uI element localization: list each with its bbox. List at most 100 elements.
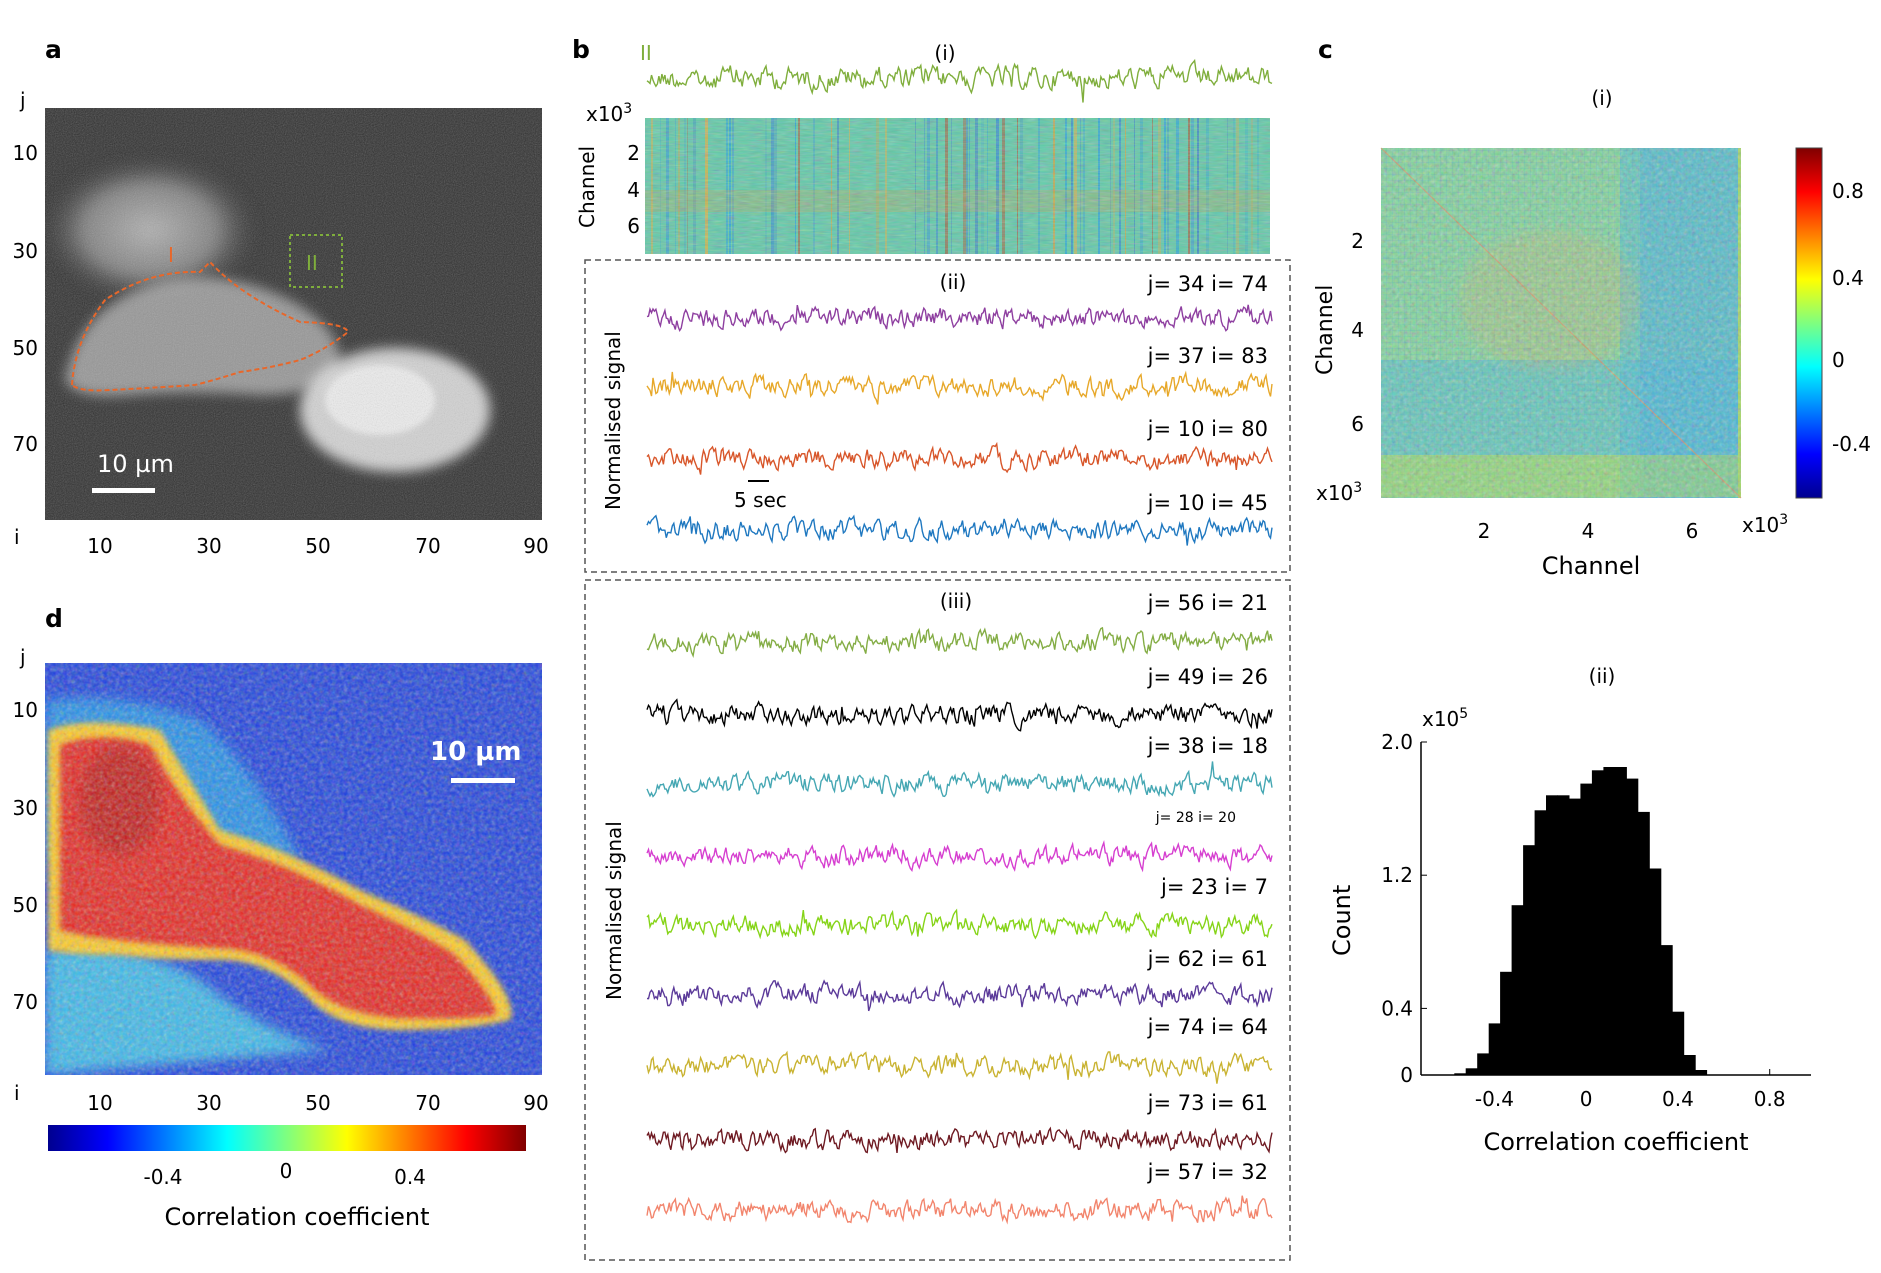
axis-label-i: i	[14, 525, 20, 549]
hist-bar	[1580, 783, 1593, 1075]
trace-iii-7	[646, 1126, 1273, 1154]
trace-iii-label-7: j= 73 i= 61	[1147, 1091, 1268, 1115]
box-iii	[584, 579, 1291, 1261]
hist-bar	[1695, 1070, 1708, 1075]
hist-ytick-label: 2.0	[1381, 730, 1413, 754]
trace-iii-3	[646, 839, 1273, 873]
panel-label-b: b	[572, 35, 590, 64]
trace-ii-1	[646, 370, 1273, 405]
trace-iii-label-3: j= 28 i= 20	[1155, 810, 1236, 826]
trace-iii-5	[646, 979, 1273, 1012]
hist-bar	[1660, 945, 1673, 1075]
hist-multiplier: x105	[1422, 706, 1468, 731]
roi-II-trace	[646, 58, 1273, 103]
panel-d-xticks: 10 30 50 70 90	[87, 1091, 548, 1115]
d-axis-label-i: i	[14, 1081, 20, 1105]
heatmap-ytick-4: 4	[627, 178, 640, 202]
trace-iii-8	[646, 1195, 1273, 1225]
c-xtick-6: 6	[1686, 519, 1699, 543]
trace-iii-2	[646, 761, 1273, 798]
trace-iii-label-8: j= 57 i= 32	[1147, 1160, 1268, 1184]
a-xtick-90: 90	[523, 534, 548, 558]
c-ytick-6: 6	[1351, 412, 1364, 436]
trace-iii-label-1: j= 49 i= 26	[1147, 665, 1268, 689]
trace-iii-label-5: j= 62 i= 61	[1147, 947, 1268, 971]
hist-bar	[1683, 1055, 1696, 1075]
ylabel-iii: Normalised signal	[602, 821, 626, 1000]
c-xtick-4: 4	[1582, 519, 1595, 543]
b-sub-i: (i)	[934, 41, 955, 65]
d-xtick-30: 30	[196, 1091, 221, 1115]
hist-xtick-label: 0	[1580, 1087, 1593, 1111]
d-xtick-10: 10	[87, 1091, 112, 1115]
c-colorbar-tick--0.4: -0.4	[1832, 432, 1871, 456]
d-colorbar-ticks: -0.4 0 0.4	[143, 1159, 425, 1189]
panel-label-d: d	[45, 604, 63, 633]
trace-ii-label-1: j= 37 i= 83	[1147, 344, 1268, 368]
trace-iii-6	[646, 1050, 1273, 1084]
trace-iii-4	[646, 908, 1273, 940]
hist-bar	[1569, 798, 1581, 1075]
c-sub-ii: (ii)	[1589, 664, 1616, 688]
trace-ii-0	[646, 304, 1273, 333]
traces-ii: j= 34 i= 74 j= 37 i= 83 j= 10 i= 80 j= 10 i…	[646, 272, 1273, 546]
c-colorbar-tick-0.4: 0.4	[1832, 266, 1864, 290]
a-ytick-30: 30	[13, 239, 38, 263]
trace-ii-label-0: j= 34 i= 74	[1147, 272, 1268, 296]
c-ylabel: Channel	[1313, 285, 1338, 375]
d-colorbar-tick-0: 0	[280, 1159, 293, 1183]
a-xtick-50: 50	[305, 534, 330, 558]
hist-bar	[1523, 845, 1536, 1075]
d-colorbar-tick--0.4: -0.4	[143, 1165, 182, 1189]
hist-bar	[1454, 1073, 1467, 1075]
c-xtick-2: 2	[1478, 519, 1491, 543]
c-ytick-4: 4	[1351, 318, 1364, 342]
roi-II-label: II	[306, 251, 318, 275]
a-ytick-10: 10	[13, 141, 38, 165]
d-colorbar-tick-0.4: 0.4	[394, 1165, 426, 1189]
histogram: -0.4 0 0.4 0.8 0 0.4 1.2 2.0 Correlation coeffic…	[1328, 730, 1811, 1156]
hist-bar	[1465, 1068, 1478, 1075]
c-colorbar	[1795, 147, 1823, 499]
hist-xtick-label: 0.8	[1754, 1087, 1786, 1111]
d-ytick-50: 50	[13, 893, 38, 917]
c-xticks: 2 4 6	[1478, 519, 1699, 543]
trace-ii-label-3: j= 10 i= 45	[1147, 491, 1268, 515]
hist-bar	[1649, 868, 1662, 1075]
d-ytick-70: 70	[13, 990, 38, 1014]
c-sub-i: (i)	[1591, 86, 1612, 110]
c-colorbar-tick-0: 0	[1832, 348, 1845, 372]
hist-bar	[1591, 770, 1604, 1075]
panel-label-c: c	[1318, 35, 1333, 64]
a-xtick-10: 10	[87, 534, 112, 558]
box-ii	[584, 259, 1291, 573]
roi-II-box	[289, 234, 343, 288]
c-ytick-2: 2	[1351, 229, 1364, 253]
hist-bar	[1672, 1011, 1685, 1075]
hist-bar	[1546, 795, 1558, 1075]
heatmap-yticks: 2 4 6	[627, 141, 640, 238]
hist-xtick-label: -0.4	[1475, 1087, 1514, 1111]
trace-iii-label-6: j= 74 i= 64	[1147, 1015, 1268, 1039]
hist-ytick-label: 0.4	[1381, 996, 1413, 1020]
hist-bar	[1603, 767, 1616, 1075]
d-colorbar	[48, 1125, 526, 1151]
scalebar-a-label: 10 µm	[97, 450, 174, 478]
trace-iii-label-2: j= 38 i= 18	[1147, 734, 1268, 758]
c-colorbar-ticks: 0.8 0.4 0 -0.4	[1832, 179, 1871, 456]
hist-bar	[1637, 811, 1650, 1075]
trace-ii-2	[646, 441, 1273, 475]
heatmap-ytick-2: 2	[627, 141, 640, 165]
ylabel-ii: Normalised signal	[601, 331, 625, 510]
hist-bar	[1614, 767, 1627, 1075]
trace-iii-label-4: j= 23 i= 7	[1160, 875, 1268, 899]
axis-label-j: j	[19, 88, 26, 112]
hist-bar	[1626, 778, 1639, 1075]
traces-iii: j= 56 i= 21 j= 49 i= 26 j= 38 i= 18 j= 28 i…	[646, 591, 1273, 1225]
c-yticks: 2 4 6	[1351, 229, 1364, 436]
heatmap-ylabel: Channel	[575, 146, 599, 228]
hist-ytick-label: 0	[1400, 1063, 1413, 1087]
d-ytick-30: 30	[13, 796, 38, 820]
a-xtick-70: 70	[415, 534, 440, 558]
